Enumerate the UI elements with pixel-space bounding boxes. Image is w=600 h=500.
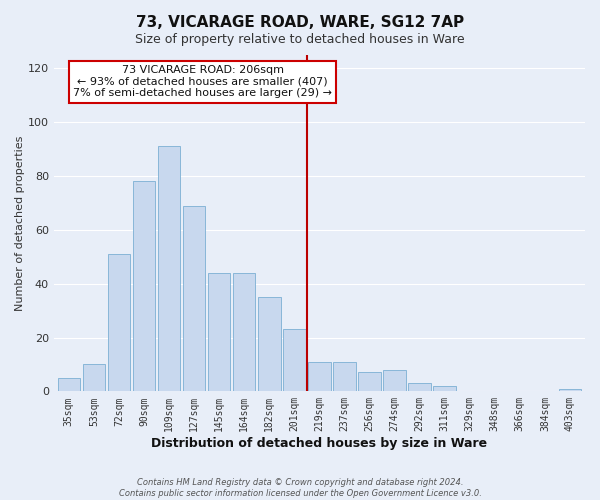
Text: Contains HM Land Registry data © Crown copyright and database right 2024.
Contai: Contains HM Land Registry data © Crown c…	[119, 478, 481, 498]
Bar	[208, 273, 230, 392]
Bar	[158, 146, 181, 392]
Bar	[233, 273, 256, 392]
Bar	[133, 182, 155, 392]
Bar	[383, 370, 406, 392]
Text: Size of property relative to detached houses in Ware: Size of property relative to detached ho…	[135, 32, 465, 46]
Bar	[409, 384, 431, 392]
Bar	[83, 364, 105, 392]
Bar	[283, 330, 305, 392]
Bar	[559, 388, 581, 392]
Bar	[58, 378, 80, 392]
Bar	[107, 254, 130, 392]
Y-axis label: Number of detached properties: Number of detached properties	[15, 136, 25, 311]
Bar	[433, 386, 456, 392]
Bar	[308, 362, 331, 392]
X-axis label: Distribution of detached houses by size in Ware: Distribution of detached houses by size …	[151, 437, 487, 450]
Bar	[358, 372, 381, 392]
Text: 73 VICARAGE ROAD: 206sqm
← 93% of detached houses are smaller (407)
7% of semi-d: 73 VICARAGE ROAD: 206sqm ← 93% of detach…	[73, 65, 332, 98]
Bar	[333, 362, 356, 392]
Bar	[258, 297, 281, 392]
Text: 73, VICARAGE ROAD, WARE, SG12 7AP: 73, VICARAGE ROAD, WARE, SG12 7AP	[136, 15, 464, 30]
Bar	[183, 206, 205, 392]
